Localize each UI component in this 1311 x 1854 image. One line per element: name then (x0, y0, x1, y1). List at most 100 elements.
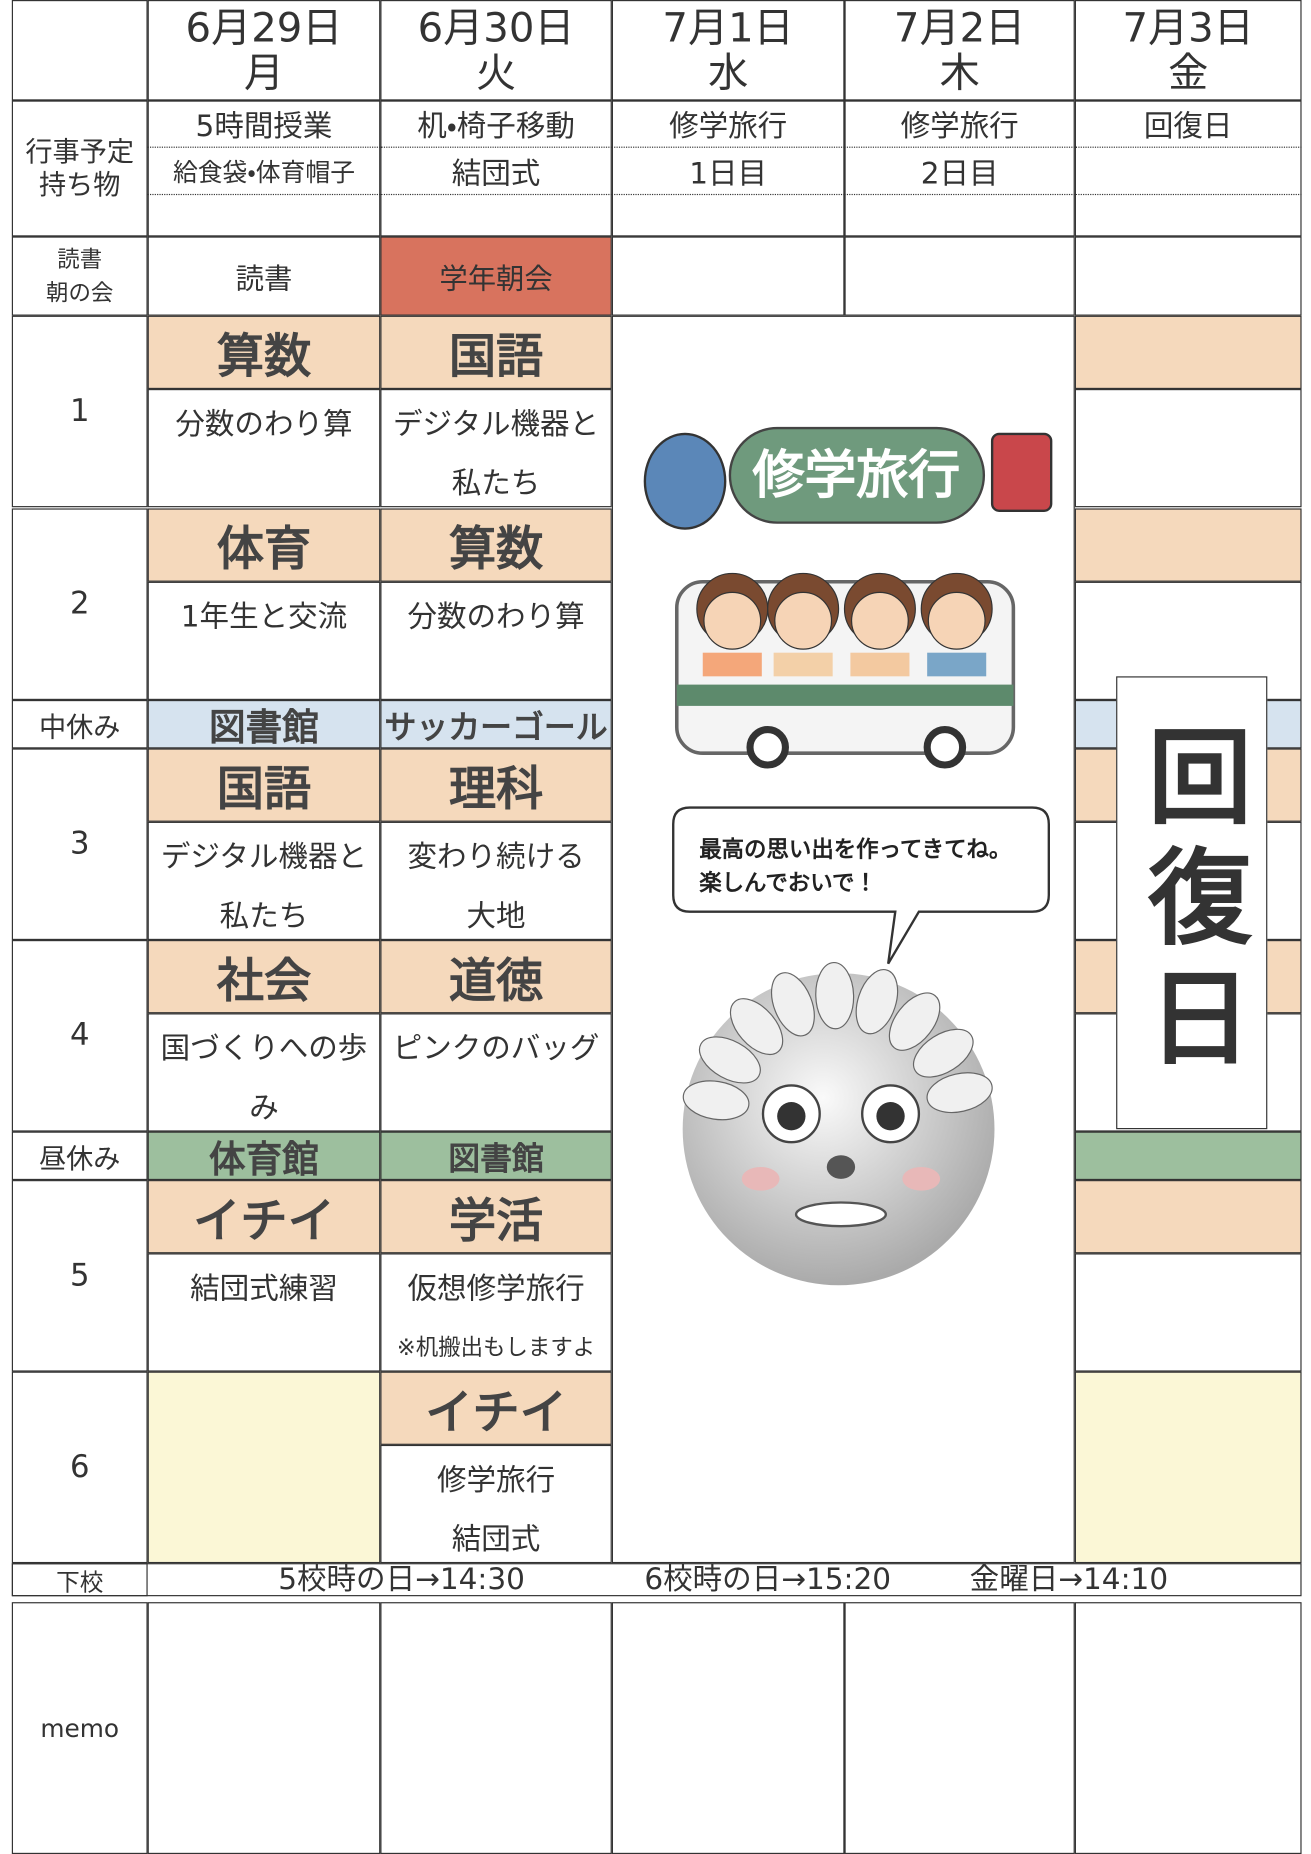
head-face (703, 591, 762, 650)
content-line: 変わり続ける (407, 839, 585, 874)
cheek (741, 1167, 780, 1191)
memo-cell (380, 1602, 612, 1854)
empty-period (147, 1371, 381, 1564)
event-text: 修学旅行 (669, 108, 788, 143)
wheel (923, 725, 967, 769)
event-line: 回復日 (1074, 101, 1302, 148)
corner-cell (11, 0, 148, 101)
day-header: 6月29日月 (147, 0, 381, 101)
break-cell: サッカーゴール (380, 699, 612, 749)
row-label: 読書 (57, 246, 103, 273)
events-cell (844, 100, 1075, 237)
shirt (927, 652, 987, 677)
day-header: 7月3日金 (1074, 0, 1302, 101)
break-cell: 図書館 (147, 699, 381, 750)
subject-cell: 学活 (380, 1180, 612, 1254)
recovery-day-box: 回復日 (1116, 676, 1268, 1130)
suitcase (990, 432, 1053, 512)
row-label: 行事予定 (25, 136, 135, 168)
content-cell: デジタル機器と 私たち (380, 389, 612, 508)
subject-cell: 道徳 (380, 940, 612, 1014)
content-line: 結団式 (451, 1521, 541, 1557)
content-cell: デジタル機器と 私たち (147, 821, 381, 941)
day-date: 7月1日 (662, 4, 794, 52)
reading-cell (611, 236, 845, 316)
event-text: 結団式 (451, 155, 541, 190)
leaf (682, 1080, 750, 1121)
period-number: 2 (11, 508, 148, 700)
content-line: デジタル機器と (392, 406, 600, 442)
subject-cell: 国語 (147, 748, 381, 822)
reading-text: 学年朝会 (439, 262, 553, 296)
event-line: 給食袋・体育帽子 (147, 148, 381, 196)
head-face (850, 591, 909, 650)
subject-cell: 国語 (380, 315, 612, 390)
bubble-text: 楽しんでおいで！ (699, 869, 877, 896)
day-date: 6月30日 (417, 4, 575, 52)
break-cell: 体育館 (147, 1131, 381, 1181)
bus-stripe (676, 684, 1014, 706)
leaf (888, 992, 941, 1051)
content-cell: 変わり続ける 大地 (380, 821, 612, 941)
content-cell: 1年生と交流 (147, 581, 381, 700)
pupil (876, 1101, 905, 1131)
subject-cell: イチイ (147, 1180, 381, 1254)
shirt (850, 652, 910, 677)
shirt (773, 652, 833, 677)
subject-cell (1074, 1180, 1302, 1254)
speech-bubble (672, 806, 1050, 965)
event-text: 1日目 (689, 155, 768, 190)
content-line: 国づくりへの歩み (160, 1031, 368, 1125)
event-line (1074, 148, 1302, 196)
pupil (777, 1101, 806, 1131)
day-weekday: 木 (939, 49, 980, 97)
event-line: 5時間授業 (147, 101, 381, 148)
event-text: 机・椅子移動 (417, 108, 575, 143)
day-header: 7月1日水 (611, 0, 845, 101)
content-line: ※机搬出もしますよ (396, 1334, 596, 1361)
content-cell (1074, 1253, 1302, 1372)
day-date: 7月3日 (1122, 4, 1254, 52)
content-cell (1074, 389, 1302, 508)
leaf (855, 969, 899, 1035)
event-line: 修学旅行 (844, 101, 1075, 148)
empty-period (1074, 1371, 1302, 1564)
dismissal-label: 下校 (11, 1563, 148, 1597)
memo-label: memo (11, 1602, 148, 1854)
leaf (770, 972, 815, 1037)
content-line: 私たち (451, 465, 541, 501)
event-line: 修学旅行 (611, 101, 845, 148)
event-text: 回復日 (1143, 108, 1233, 143)
wheel (746, 725, 789, 769)
content-line: 仮想修学旅行 (407, 1271, 585, 1306)
day-weekday: 水 (708, 49, 749, 97)
events-cell (611, 100, 845, 237)
dismissal-time: 金曜日→14:10 (969, 1561, 1169, 1597)
banner-text: 修学旅行 (751, 446, 960, 506)
day-weekday: 金 (1168, 49, 1209, 97)
event-line: 2日目 (844, 148, 1075, 196)
day-date: 6月29日 (185, 4, 343, 52)
shirt (702, 652, 762, 677)
content-line: 私たち (219, 898, 309, 933)
subject-cell: 理科 (380, 748, 612, 822)
reading-cell (844, 236, 1075, 316)
dismissal-time: 6校時の日→15:20 (644, 1561, 892, 1597)
reading-text: 読書 (235, 262, 293, 296)
subject-cell: イチイ (380, 1371, 612, 1445)
day-header: 7月2日木 (844, 0, 1075, 101)
event-text: 修学旅行 (900, 108, 1019, 143)
event-line: 1日目 (611, 148, 845, 196)
events-label: 行事予定 持ち物 (11, 100, 148, 237)
events-cell (1074, 100, 1302, 237)
subject-cell: 社会 (147, 940, 381, 1014)
memo-cell (1074, 1602, 1302, 1854)
content-line: デジタル機器と (160, 839, 368, 874)
events-cell (380, 100, 612, 237)
day-weekday: 月 (243, 49, 285, 97)
dismissal-time: 5校時の日→14:30 (278, 1561, 525, 1597)
period-number: 3 (11, 748, 148, 941)
subject-cell: 算数 (380, 508, 612, 582)
break-cell: 図書館 (380, 1131, 612, 1181)
